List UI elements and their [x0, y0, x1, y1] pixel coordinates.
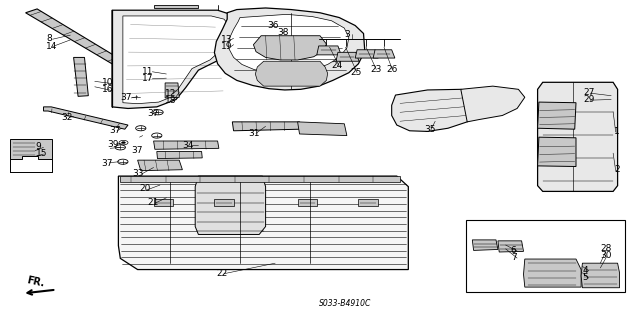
- Polygon shape: [154, 141, 219, 149]
- Polygon shape: [232, 122, 301, 131]
- Polygon shape: [10, 139, 52, 159]
- Text: 34: 34: [182, 141, 194, 150]
- Text: 37: 37: [147, 109, 159, 118]
- Text: 17: 17: [142, 74, 154, 83]
- Text: 32: 32: [61, 113, 73, 122]
- Polygon shape: [317, 46, 341, 55]
- Circle shape: [122, 142, 125, 144]
- Circle shape: [131, 94, 141, 99]
- Polygon shape: [498, 241, 524, 252]
- Text: 24: 24: [332, 61, 343, 70]
- Polygon shape: [336, 52, 359, 61]
- Text: 22: 22: [216, 269, 228, 278]
- Polygon shape: [581, 263, 620, 288]
- Text: 1: 1: [614, 127, 620, 136]
- Text: 31: 31: [248, 129, 260, 137]
- Polygon shape: [255, 61, 328, 86]
- Polygon shape: [224, 30, 242, 49]
- Polygon shape: [74, 57, 88, 96]
- Text: 38: 38: [277, 28, 289, 37]
- Polygon shape: [195, 176, 266, 234]
- Polygon shape: [355, 50, 378, 58]
- Text: 2: 2: [614, 165, 620, 174]
- Text: 10: 10: [102, 78, 114, 87]
- Polygon shape: [472, 240, 498, 250]
- Polygon shape: [228, 14, 349, 73]
- Polygon shape: [112, 10, 238, 108]
- Text: 3: 3: [344, 30, 350, 39]
- Polygon shape: [157, 152, 202, 159]
- Circle shape: [119, 140, 128, 145]
- Polygon shape: [538, 137, 576, 167]
- Text: 37: 37: [120, 93, 132, 102]
- Circle shape: [153, 110, 163, 115]
- Text: 19: 19: [221, 42, 232, 51]
- Text: 37: 37: [109, 126, 120, 135]
- Text: S033-B4910C: S033-B4910C: [319, 299, 372, 308]
- Polygon shape: [373, 50, 395, 58]
- Text: 27: 27: [584, 88, 595, 97]
- Polygon shape: [275, 28, 289, 38]
- Text: 36: 36: [268, 21, 279, 30]
- Bar: [154, 199, 173, 206]
- Text: 33: 33: [132, 169, 144, 178]
- Bar: [358, 199, 378, 206]
- Text: 11: 11: [142, 67, 154, 76]
- Circle shape: [136, 126, 146, 131]
- Polygon shape: [154, 5, 198, 8]
- Text: 28: 28: [600, 244, 612, 253]
- Text: 37: 37: [131, 146, 143, 155]
- Bar: [298, 199, 317, 206]
- Text: 6: 6: [511, 246, 516, 255]
- Polygon shape: [524, 259, 581, 287]
- Polygon shape: [44, 107, 128, 129]
- Polygon shape: [538, 82, 618, 191]
- Text: 29: 29: [584, 95, 595, 104]
- Circle shape: [115, 145, 125, 150]
- Polygon shape: [392, 89, 485, 131]
- Text: 4: 4: [582, 266, 588, 275]
- Text: 15: 15: [36, 149, 47, 158]
- Bar: [214, 199, 234, 206]
- Polygon shape: [214, 8, 365, 90]
- Text: 37: 37: [101, 159, 113, 168]
- Text: 5: 5: [582, 273, 588, 282]
- Circle shape: [152, 133, 162, 138]
- Text: 8: 8: [46, 34, 52, 43]
- Bar: [466, 220, 625, 292]
- Text: FR.: FR.: [26, 275, 45, 288]
- Polygon shape: [26, 9, 122, 64]
- Text: 7: 7: [511, 253, 516, 262]
- Polygon shape: [264, 19, 278, 28]
- Text: 23: 23: [370, 65, 381, 74]
- Text: 12: 12: [165, 89, 177, 98]
- Circle shape: [118, 159, 128, 164]
- Polygon shape: [120, 176, 400, 182]
- Polygon shape: [253, 36, 326, 60]
- Text: 25: 25: [351, 68, 362, 77]
- Text: 21: 21: [147, 198, 159, 207]
- Polygon shape: [298, 122, 347, 136]
- Polygon shape: [138, 160, 182, 171]
- Polygon shape: [123, 16, 229, 104]
- Text: 13: 13: [221, 35, 232, 44]
- Text: 18: 18: [165, 96, 177, 105]
- Polygon shape: [118, 176, 408, 270]
- Text: 16: 16: [102, 85, 114, 94]
- Polygon shape: [165, 83, 179, 98]
- Text: 39: 39: [108, 140, 119, 149]
- Text: 9: 9: [36, 142, 42, 151]
- Text: 30: 30: [600, 251, 612, 260]
- Polygon shape: [538, 102, 576, 129]
- Text: 20: 20: [140, 184, 151, 193]
- Text: 26: 26: [386, 65, 397, 74]
- Polygon shape: [461, 86, 525, 122]
- Text: 14: 14: [46, 42, 58, 51]
- Text: 35: 35: [424, 125, 436, 134]
